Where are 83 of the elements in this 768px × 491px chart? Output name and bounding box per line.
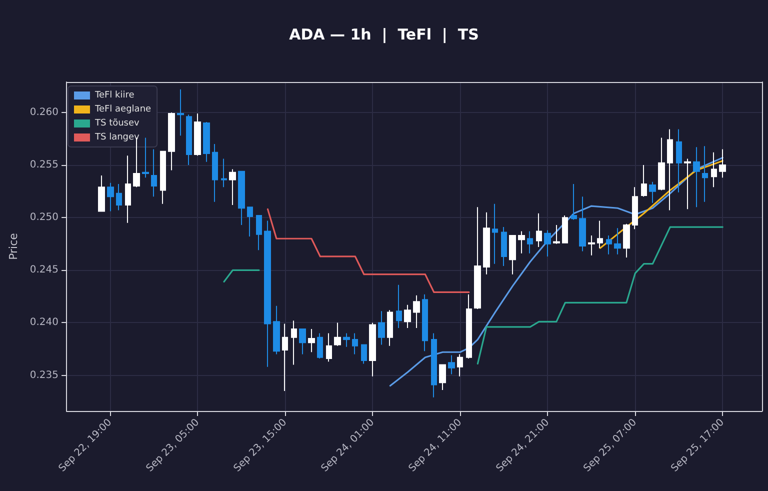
legend-label: TS tõusev [94,118,140,128]
candlestick [597,220,603,249]
candlestick [107,182,114,212]
candlestick [483,212,490,275]
y-tick-label: 0.255 [30,160,59,171]
y-axis-title: Price [7,232,20,260]
candlestick [571,183,577,220]
candlestick [711,152,717,188]
candlestick [422,294,428,352]
candlestick [623,223,630,258]
candlestick [684,158,691,210]
candlestick [369,322,376,377]
candlestick [667,128,673,211]
candlestick [291,320,297,366]
candlestick [466,294,472,359]
chart-title: ADA — 1h | TeFl | TS [289,26,479,44]
candlestick [352,332,358,355]
candlestick [194,113,201,156]
candlestick [693,146,700,208]
candlestick [212,144,218,202]
candlestick [334,322,341,346]
candlestick [273,305,280,355]
candlestick [247,206,253,238]
candlestick [431,332,437,398]
y-tick-label: 0.235 [30,370,59,381]
legend-label: TeFl aeglane [94,104,152,114]
candlestick [378,310,385,346]
candlestick [658,137,665,191]
candlestick [641,164,647,198]
legend-label: TS langev [94,132,140,142]
candlestick [553,224,560,244]
candlestick [264,220,271,368]
candlestick [562,214,568,244]
candlestick [448,354,455,375]
y-tick-label: 0.250 [30,212,59,224]
candlestick [632,186,638,230]
candlestick [518,230,525,254]
candlestick [396,284,402,328]
candlestick [221,158,227,188]
y-tick-label: 0.260 [30,106,59,118]
candlestick [588,234,595,256]
candlestick [177,88,184,136]
candlestick [343,332,350,348]
candlestick [527,230,533,254]
candlestick [457,354,463,377]
candlestick [614,228,621,255]
candlestick [387,310,393,346]
candlestick [317,332,323,359]
candlestick [606,234,612,255]
candlestick [160,150,166,204]
candlestick [649,181,656,204]
candlestick [142,137,149,178]
candlestick [676,128,682,193]
candlestick [404,304,411,328]
candlestick [168,112,175,171]
candlestick [125,155,131,224]
candlestick [544,230,551,257]
candlestick [474,206,481,310]
legend-label: TeFl kiire [94,90,135,100]
candlestick [719,148,726,178]
candlestick [509,234,516,275]
candlestick [256,214,262,251]
candlestick [203,121,210,162]
candlestick [238,170,245,226]
candlestick [229,168,236,206]
candlestick [361,344,367,364]
y-tick-label: 0.240 [30,317,59,328]
candlestick [702,146,708,202]
candlestick [299,328,306,355]
candlestick [326,332,332,362]
candlestick [186,114,192,166]
y-tick-label: 0.245 [30,264,59,276]
candlestick [282,323,288,392]
candlestick [579,196,586,252]
candlestick [98,175,105,212]
candlestick [308,328,315,353]
candlestick [413,294,420,328]
candlestick [151,148,157,198]
candlestick [492,203,498,264]
candlestick [116,183,122,211]
candlestick [536,212,542,248]
candlestick [439,364,446,390]
candlestick [501,226,507,266]
